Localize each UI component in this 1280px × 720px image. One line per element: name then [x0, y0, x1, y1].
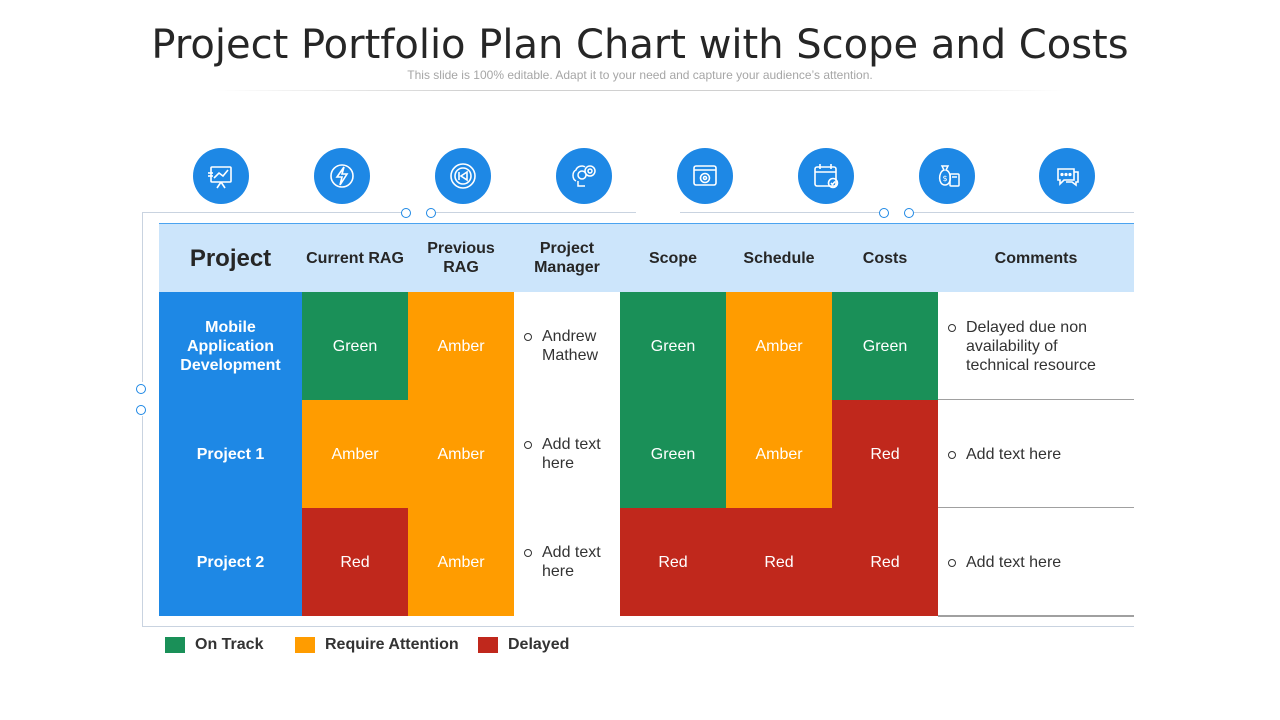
legend-item-delayed: Delayed — [478, 636, 569, 654]
manager-text: Andrew Mathew — [542, 328, 599, 364]
comments-cell: Delayed due non availability of technica… — [938, 292, 1134, 400]
bullet-circle-icon — [524, 441, 532, 449]
frame-ring — [904, 208, 914, 218]
calendar-check-icon — [798, 148, 854, 204]
current-rag-cell: Amber — [302, 400, 408, 508]
frame-top-right-a — [680, 212, 880, 213]
scope-cell: Green — [620, 400, 726, 508]
frame-bottom — [142, 626, 1134, 627]
legend-label: On Track — [195, 636, 264, 653]
header-current-rag: Current RAG — [306, 249, 404, 267]
costs-cell: Green — [832, 292, 938, 400]
current-rag-cell: Red — [302, 508, 408, 616]
legend-swatch — [295, 637, 315, 653]
bullet-circle-icon — [948, 450, 956, 459]
header-project-manager: Project Manager — [534, 240, 600, 276]
scope-cell: Red — [620, 508, 726, 616]
brain-gears-icon — [556, 148, 612, 204]
row-divider — [938, 507, 1134, 509]
portfolio-table: Project Current RAG Previous RAG Project… — [159, 224, 1134, 617]
comments-text: Add text here — [966, 553, 1062, 571]
target-window-icon — [677, 148, 733, 204]
manager-text: Add text here — [542, 544, 601, 580]
project-name-cell: Mobile Application Development — [159, 292, 302, 400]
frame-ring — [879, 208, 889, 218]
comments-text: Add text here — [966, 445, 1062, 463]
comments-cell: Add text here — [938, 508, 1134, 616]
header-costs: Costs — [862, 249, 908, 267]
frame-ring — [401, 208, 411, 218]
frame-top-right-b — [914, 212, 1134, 213]
table-header: Project Current RAG Previous RAG Project… — [159, 224, 1134, 292]
previous-rag-cell: Amber — [408, 292, 514, 400]
project-name-cell: Project 2 — [159, 508, 302, 616]
manager-text: Add text here — [542, 436, 601, 472]
current-rag-cell: Green — [302, 292, 408, 400]
project-name-cell: Project 1 — [159, 400, 302, 508]
bullet-circle-icon — [948, 323, 956, 332]
frame-ring — [136, 384, 146, 394]
row-divider — [938, 399, 1134, 401]
comments-cell: Add text here — [938, 400, 1134, 508]
lightning-icon — [314, 148, 370, 204]
header-scope: Scope — [648, 249, 697, 267]
schedule-cell: Amber — [726, 400, 832, 508]
header-comments: Comments — [994, 249, 1078, 267]
previous-rag-cell: Amber — [408, 400, 514, 508]
legend-swatch — [165, 637, 185, 653]
page-title: Project Portfolio Plan Chart with Scope … — [151, 22, 1129, 68]
page-subtitle: This slide is 100% editable. Adapt it to… — [407, 68, 873, 82]
bullet-circle-icon — [524, 549, 532, 557]
bullet-circle-icon — [948, 558, 956, 567]
legend-label: Require Attention — [325, 636, 459, 653]
manager-cell: Add text here — [514, 508, 620, 616]
schedule-cell: Amber — [726, 292, 832, 400]
frame-left-lower — [142, 416, 143, 626]
legend-swatch — [478, 637, 498, 653]
frame-top-mid — [436, 212, 636, 213]
bullet-circle-icon — [524, 333, 532, 341]
title-divider — [215, 90, 1065, 91]
money-bag-calculator-icon: $ — [919, 148, 975, 204]
frame-ring — [426, 208, 436, 218]
costs-cell: Red — [832, 508, 938, 616]
legend-label: Delayed — [508, 636, 570, 653]
row-divider — [938, 615, 1134, 617]
frame-ring — [136, 405, 146, 415]
manager-cell: Add text here — [514, 400, 620, 508]
comments-text: Delayed due non availability of technica… — [966, 318, 1096, 374]
header-project: Project — [189, 244, 272, 272]
header-schedule: Schedule — [743, 249, 815, 267]
chat-bubbles-icon — [1039, 148, 1095, 204]
rewind-icon — [435, 148, 491, 204]
manager-cell: Andrew Mathew — [514, 292, 620, 400]
legend-item-require-attention: Require Attention — [295, 636, 459, 654]
header-top-rule — [159, 223, 1134, 225]
schedule-cell: Red — [726, 508, 832, 616]
presentation-chart-icon — [193, 148, 249, 204]
costs-cell: Red — [832, 400, 938, 508]
previous-rag-cell: Amber — [408, 508, 514, 616]
icon-row: $ — [0, 148, 1280, 204]
scope-cell: Green — [620, 292, 726, 400]
frame-left-upper — [142, 212, 143, 382]
frame-top-left — [142, 212, 404, 213]
header-previous-rag: Previous RAG — [427, 240, 495, 276]
svg-text:$: $ — [943, 174, 948, 183]
legend-item-on-track: On Track — [165, 636, 263, 654]
